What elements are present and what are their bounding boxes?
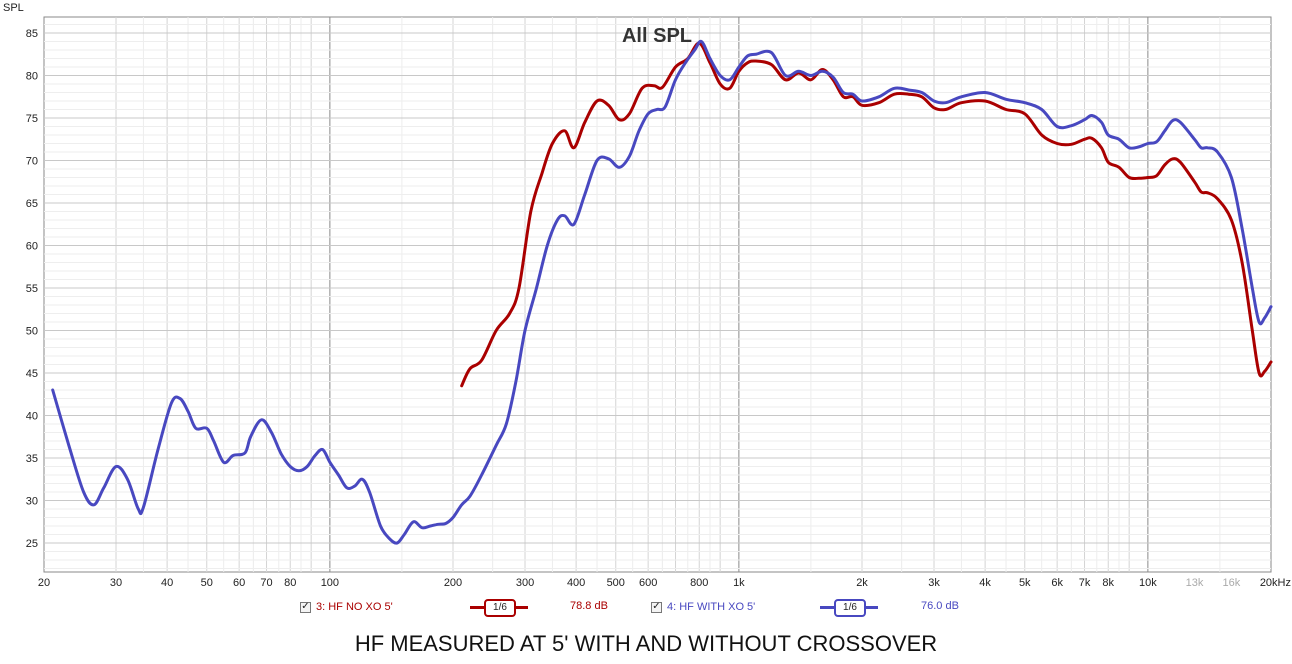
legend-label-hf-no-xo: 3: HF NO XO 5' (316, 601, 393, 613)
x-tick-label: 100 (321, 577, 339, 589)
x-tick-label: 3k (928, 577, 940, 589)
x-tick-label: 70 (260, 577, 272, 589)
x-tick-label: 2k (856, 577, 868, 589)
smoothing-control-hf-with-xo[interactable]: 1/6 (820, 599, 878, 617)
x-tick-label: 5k (1019, 577, 1031, 589)
x-tick-label: 800 (690, 577, 708, 589)
x-tick-label: 10k (1139, 577, 1157, 589)
y-tick-label: 80 (26, 71, 38, 83)
x-tick-label: 8k (1102, 577, 1114, 589)
x-tick-label: 16k (1222, 577, 1240, 589)
x-tick-label: 600 (639, 577, 657, 589)
grid (44, 17, 1271, 572)
x-tick-label: 400 (567, 577, 585, 589)
x-tick-label: 20 (38, 577, 50, 589)
y-tick-labels: 25 30 35 40 45 50 55 60 65 70 75 80 85 (26, 28, 38, 550)
level-readout-hf-with-xo: 76.0 dB (921, 600, 959, 612)
series-lines (51, 39, 1273, 545)
legend-entry-hf-with-xo: ✓ 4: HF WITH XO 5' (651, 598, 755, 616)
x-tick-label: 200 (444, 577, 462, 589)
x-tick-label: 60 (233, 577, 245, 589)
x-tick-label: 300 (516, 577, 534, 589)
legend-checkbox-hf-with-xo[interactable]: ✓ (651, 601, 662, 613)
x-tick-labels: 20 30 40 50 60 70 80 100 200 300 400 500 600 800 1k 2k 3… (38, 577, 1291, 589)
x-tick-label: 4k (979, 577, 991, 589)
y-tick-label: 60 (26, 241, 38, 253)
y-tick-label: 40 (26, 411, 38, 423)
x-tick-label: 80 (284, 577, 296, 589)
x-tick-label: 50 (201, 577, 213, 589)
y-tick-label: 85 (26, 28, 38, 40)
x-tick-label: 20kHz (1260, 577, 1291, 589)
plot-area (43, 16, 1272, 573)
smoothing-label: 1/6 (834, 599, 866, 617)
level-readout-hf-no-xo: 78.8 dB (570, 600, 608, 612)
x-tick-label: 500 (607, 577, 625, 589)
x-tick-label: 7k (1079, 577, 1091, 589)
y-tick-label: 75 (26, 113, 38, 125)
x-tick-label: 40 (161, 577, 173, 589)
y-axis-label: SPL (3, 2, 24, 14)
y-tick-label: 55 (26, 283, 38, 295)
legend-entry-hf-no-xo: ✓ 3: HF NO XO 5' (300, 598, 393, 616)
smoothing-control-hf-no-xo[interactable]: 1/6 (470, 599, 528, 617)
y-tick-label: 45 (26, 368, 38, 380)
series-line-hf-no-xo (460, 41, 1273, 388)
y-tick-label: 70 (26, 156, 38, 168)
y-tick-label: 35 (26, 453, 38, 465)
legend-checkbox-hf-no-xo[interactable]: ✓ (300, 601, 311, 613)
legend-label-hf-with-xo: 4: HF WITH XO 5' (667, 601, 756, 613)
x-tick-label: 30 (110, 577, 122, 589)
x-tick-label: 6k (1051, 577, 1063, 589)
chart-title: All SPL (622, 25, 692, 47)
y-tick-label: 50 (26, 326, 38, 338)
y-tick-label: 25 (26, 538, 38, 550)
y-tick-label: 65 (26, 198, 38, 210)
series-line-hf-with-xo (51, 39, 1273, 545)
smoothing-label: 1/6 (484, 599, 516, 617)
y-tick-label: 30 (26, 496, 38, 508)
x-tick-label: 1k (733, 577, 745, 589)
x-tick-label: 13k (1186, 577, 1204, 589)
chart-caption: HF MEASURED AT 5' WITH AND WITHOUT CROSS… (354, 631, 938, 656)
